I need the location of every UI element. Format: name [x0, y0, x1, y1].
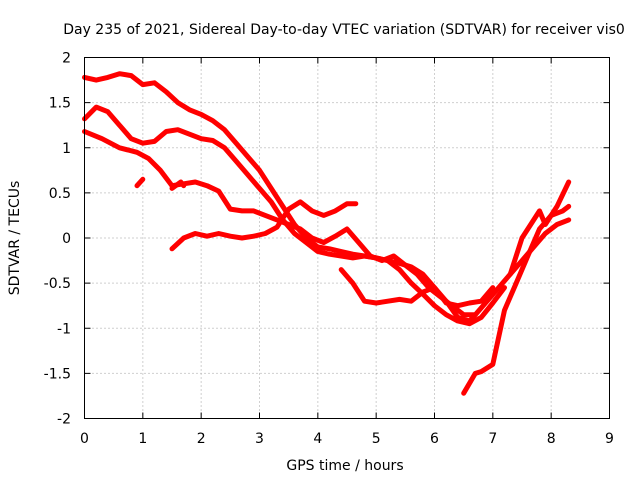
series-track-1: [82, 71, 496, 309]
series-track-5: [338, 267, 478, 324]
y-tick-label: 1.5: [49, 96, 71, 112]
x-tick-label: 2: [197, 431, 206, 447]
x-tick-label: 4: [313, 431, 322, 447]
x-tick-label: 8: [547, 431, 556, 447]
data-series: [82, 71, 572, 396]
x-tick-label: 1: [138, 431, 147, 447]
series-track-7: [507, 179, 572, 277]
y-tick-label: -2: [57, 412, 71, 428]
series-fragment-2: [169, 179, 187, 191]
plot-frame: [84, 57, 610, 419]
chart-title: Day 235 of 2021, Sidereal Day-to-day VTE…: [63, 22, 625, 38]
x-tick-label: 9: [605, 431, 614, 447]
series-track-4: [169, 199, 359, 252]
y-tick-label: -1.5: [44, 366, 71, 382]
axis-ticks: 0 1 2 3 4 5 6 7 8 9 2 1.5 1 0.5 0 -0.5 -1 -1.5 -2: [44, 51, 614, 448]
x-axis-label: GPS time / hours: [286, 458, 403, 474]
y-tick-label: 1: [62, 141, 71, 157]
x-tick-label: 6: [430, 431, 439, 447]
y-axis-label: SDTVAR / TECUs: [7, 181, 23, 296]
y-tick-label: 0.5: [49, 186, 71, 202]
y-tick-label: 2: [62, 51, 71, 67]
x-tick-label: 0: [80, 431, 89, 447]
series-track-2: [82, 104, 507, 327]
series-fragment-1: [134, 176, 146, 189]
y-tick-label: -0.5: [44, 276, 71, 292]
x-tick-label: 7: [488, 431, 497, 447]
y-tick-label: -1: [57, 321, 71, 337]
x-tick-label: 3: [255, 431, 264, 447]
grid-lines: [84, 57, 610, 419]
y-tick-label: 0: [62, 231, 71, 247]
x-tick-label: 5: [372, 431, 381, 447]
series-track-3: [82, 129, 572, 318]
